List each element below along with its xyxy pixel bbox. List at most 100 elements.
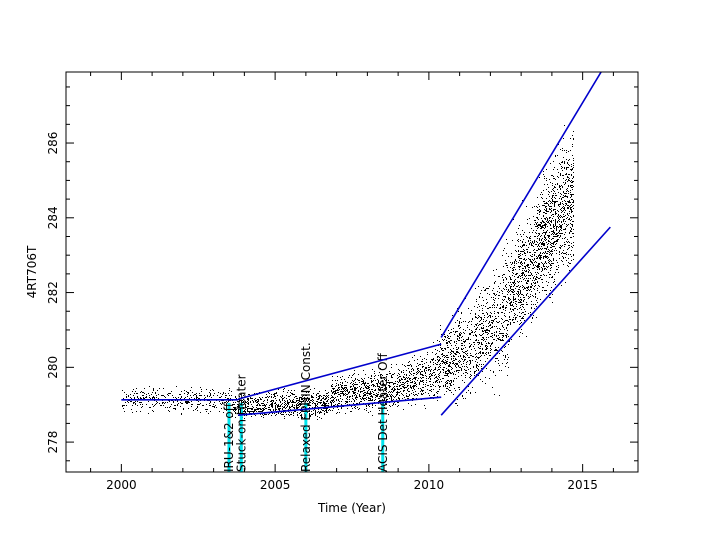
data-point <box>384 377 385 378</box>
data-point <box>306 395 307 396</box>
data-point <box>446 357 447 358</box>
data-point <box>344 394 345 395</box>
data-point <box>548 201 549 202</box>
data-point <box>300 415 301 416</box>
data-point <box>228 398 229 399</box>
data-point <box>443 370 444 371</box>
data-point <box>332 397 333 398</box>
data-point <box>374 390 375 391</box>
data-point <box>505 335 506 336</box>
data-point <box>310 416 311 417</box>
data-point <box>545 233 546 234</box>
data-point <box>502 325 503 326</box>
data-point <box>438 374 439 375</box>
data-point <box>301 402 302 403</box>
data-point <box>460 355 461 356</box>
data-point <box>324 405 325 406</box>
data-point <box>332 400 333 401</box>
data-point <box>450 349 451 350</box>
data-point <box>207 409 208 410</box>
data-point <box>459 323 460 324</box>
data-point <box>140 404 141 405</box>
data-point <box>481 318 482 319</box>
data-point <box>465 341 466 342</box>
data-point <box>299 406 300 407</box>
data-point <box>560 225 561 226</box>
data-point <box>522 312 523 313</box>
data-point <box>511 256 512 257</box>
data-point <box>308 400 309 401</box>
data-point <box>459 321 460 322</box>
data-point <box>177 401 178 402</box>
data-point <box>472 356 473 357</box>
data-point <box>425 367 426 368</box>
data-point <box>457 308 458 309</box>
data-point <box>453 362 454 363</box>
data-point <box>318 409 319 410</box>
data-point <box>549 200 550 201</box>
data-point <box>528 247 529 248</box>
data-point <box>395 381 396 382</box>
data-point <box>307 397 308 398</box>
data-point <box>309 411 310 412</box>
data-point <box>518 299 519 300</box>
data-point <box>177 404 178 405</box>
data-point <box>134 402 135 403</box>
data-point <box>337 412 338 413</box>
data-point <box>503 355 504 356</box>
data-point <box>379 389 380 390</box>
data-point <box>294 405 295 406</box>
data-point <box>568 215 569 216</box>
data-point <box>549 252 550 253</box>
data-point <box>260 399 261 400</box>
data-point <box>467 325 468 326</box>
data-point <box>287 405 288 406</box>
data-point <box>471 321 472 322</box>
data-point <box>504 274 505 275</box>
data-point <box>557 239 558 240</box>
data-point <box>389 386 390 387</box>
data-point <box>507 325 508 326</box>
data-point <box>563 204 564 205</box>
data-point <box>133 403 134 404</box>
data-point <box>416 372 417 373</box>
data-point <box>307 404 308 405</box>
data-point <box>361 401 362 402</box>
data-point <box>504 347 505 348</box>
data-point <box>359 403 360 404</box>
data-point <box>479 310 480 311</box>
data-point <box>478 375 479 376</box>
data-point <box>294 397 295 398</box>
data-point <box>309 410 310 411</box>
data-point <box>532 268 533 269</box>
data-point <box>314 388 315 389</box>
data-point <box>479 297 480 298</box>
data-point <box>564 209 565 210</box>
data-point <box>402 379 403 380</box>
data-point <box>565 229 566 230</box>
data-point <box>569 242 570 243</box>
data-point <box>565 253 566 254</box>
data-point <box>350 383 351 384</box>
data-point <box>498 335 499 336</box>
data-point <box>437 400 438 401</box>
data-point <box>539 212 540 213</box>
data-point <box>393 387 394 388</box>
data-point <box>315 413 316 414</box>
data-point <box>223 392 224 393</box>
data-point <box>213 404 214 405</box>
data-point <box>554 205 555 206</box>
data-point <box>269 396 270 397</box>
data-point <box>487 293 488 294</box>
data-point <box>325 390 326 391</box>
data-point <box>398 369 399 370</box>
data-point <box>515 319 516 320</box>
data-point <box>539 258 540 259</box>
data-point <box>434 375 435 376</box>
data-point <box>546 217 547 218</box>
data-point <box>389 398 390 399</box>
data-point <box>292 400 293 401</box>
data-point <box>438 391 439 392</box>
data-point <box>306 400 307 401</box>
data-point <box>274 395 275 396</box>
